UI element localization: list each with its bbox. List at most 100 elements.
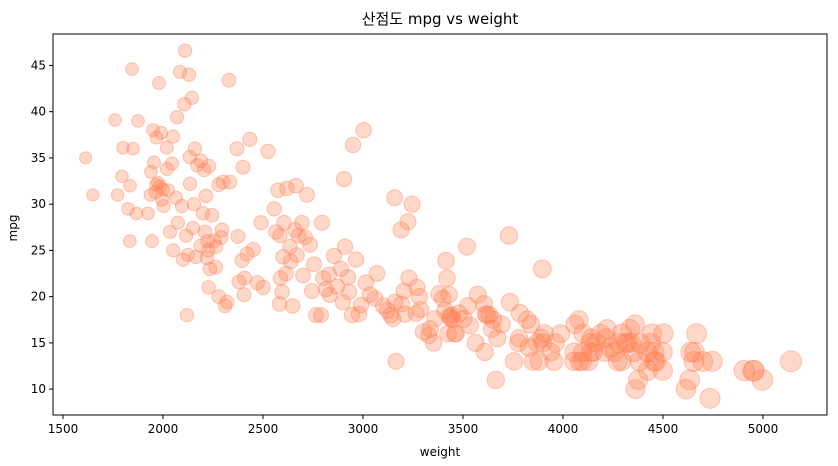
x-tick-label: 5000 <box>748 422 779 436</box>
data-point <box>332 260 350 278</box>
data-point <box>743 359 765 382</box>
data-point <box>580 333 600 353</box>
data-point <box>378 302 396 319</box>
chart-title: 산점도 mpg vs weight <box>362 10 519 28</box>
data-point <box>287 222 303 238</box>
data-point <box>565 314 585 335</box>
x-tick-label: 2500 <box>248 422 279 436</box>
data-point <box>551 324 571 344</box>
data-point <box>339 269 357 286</box>
data-point <box>126 141 140 156</box>
data-point <box>123 178 137 193</box>
data-point <box>386 293 404 311</box>
y-tick-label: 20 <box>31 290 46 304</box>
data-point <box>236 287 252 303</box>
data-point <box>612 323 632 344</box>
data-point <box>521 315 541 334</box>
data-point <box>156 199 171 213</box>
data-point <box>653 323 674 344</box>
data-point <box>129 206 144 221</box>
data-point <box>531 328 551 348</box>
data-point <box>266 201 282 217</box>
data-point <box>110 188 125 202</box>
data-point <box>701 350 723 372</box>
data-point <box>637 342 658 363</box>
x-tick-label: 3500 <box>448 422 479 436</box>
x-tick-label: 2000 <box>148 422 179 436</box>
data-point <box>146 123 160 138</box>
data-point <box>569 310 589 330</box>
data-point <box>272 270 289 286</box>
data-point <box>484 310 503 329</box>
data-point <box>159 140 174 155</box>
data-point <box>438 269 456 287</box>
data-point <box>652 341 673 363</box>
data-point <box>466 333 485 352</box>
data-point <box>165 129 181 144</box>
data-point <box>145 234 159 249</box>
data-point <box>116 140 130 155</box>
data-point <box>144 164 158 179</box>
data-point <box>581 342 601 362</box>
data-point <box>523 352 543 371</box>
data-point <box>321 286 338 303</box>
data-point <box>620 319 640 339</box>
data-point <box>611 351 632 372</box>
data-point <box>430 285 448 303</box>
data-point <box>519 338 539 357</box>
data-point <box>170 215 185 230</box>
data-point <box>594 342 615 362</box>
data-point <box>193 238 208 254</box>
data-point <box>260 143 276 160</box>
data-point <box>313 307 329 324</box>
data-point <box>625 379 646 400</box>
data-point <box>174 198 190 214</box>
data-point <box>421 320 439 338</box>
data-point <box>284 298 301 314</box>
data-point <box>361 286 379 304</box>
data-point <box>156 182 170 197</box>
data-point <box>255 279 271 296</box>
data-point <box>187 141 203 156</box>
data-point <box>180 247 196 263</box>
data-point <box>564 342 584 362</box>
data-point <box>399 213 417 231</box>
data-point <box>434 289 452 308</box>
data-point <box>461 316 479 335</box>
data-point <box>181 67 197 82</box>
data-point <box>443 310 462 329</box>
data-point <box>596 328 616 349</box>
data-point <box>350 305 368 323</box>
data-point <box>510 304 530 323</box>
x-tick-label: 1500 <box>48 422 79 436</box>
data-point <box>652 360 673 381</box>
data-point <box>407 304 425 322</box>
data-point <box>275 249 291 265</box>
data-point <box>279 180 295 197</box>
data-point <box>221 72 237 88</box>
data-point <box>334 294 352 311</box>
data-point <box>468 285 487 304</box>
data-point <box>253 215 269 231</box>
data-point <box>675 378 697 400</box>
data-point <box>545 333 565 353</box>
data-point <box>201 280 216 295</box>
data-point <box>625 314 645 335</box>
data-point <box>177 97 192 112</box>
data-point <box>488 329 507 348</box>
data-point <box>86 188 100 202</box>
data-point <box>426 310 444 328</box>
data-point <box>411 300 430 319</box>
data-point <box>282 253 299 270</box>
data-point <box>477 306 497 325</box>
data-point <box>141 206 155 221</box>
data-point <box>352 296 370 314</box>
data-point <box>486 370 505 390</box>
data-point <box>357 274 375 292</box>
data-point <box>529 352 549 371</box>
data-point <box>271 296 288 312</box>
data-point <box>313 214 331 231</box>
data-point <box>155 192 169 207</box>
data-point <box>235 159 251 175</box>
